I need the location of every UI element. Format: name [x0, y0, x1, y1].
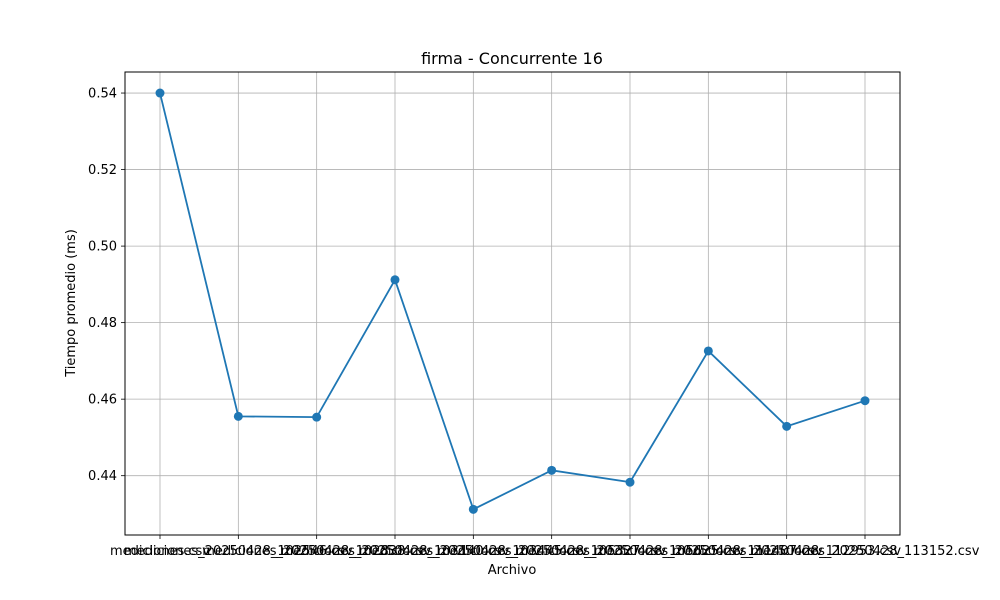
x-tick-label: mediciones_20250428_103445.csv [359, 544, 588, 559]
y-axis-label: Tiempo promedio (ms) [64, 229, 79, 378]
data-point [155, 88, 165, 98]
tick-layer: mediciones.csvmediciones_20250428_102546… [88, 87, 980, 559]
x-tick-label: mediciones_20250428_103140.csv [281, 544, 510, 559]
y-tick-label: 0.44 [88, 469, 117, 484]
y-tick-label: 0.52 [88, 163, 117, 178]
grid-layer [125, 72, 900, 535]
data-point [860, 396, 870, 406]
x-axis-label: Archivo [488, 563, 537, 578]
data-point [703, 346, 713, 356]
data-point [233, 411, 243, 421]
x-tick-label: mediciones_20250428_112953.csv [672, 544, 901, 559]
data-point [468, 504, 478, 514]
plot-frame [124, 71, 901, 536]
data-point [390, 275, 400, 285]
x-tick-label: mediciones_20250428_102546.csv [124, 544, 353, 559]
y-tick-label: 0.46 [88, 393, 117, 408]
y-tick-label: 0.50 [88, 240, 117, 255]
data-point [625, 477, 635, 487]
y-tick-label: 0.54 [88, 87, 117, 102]
series-layer [155, 88, 870, 514]
x-tick-label: mediciones_20250428_102838.csv [202, 544, 431, 559]
series-line [159, 92, 866, 511]
x-tick-label: mediciones_20250428_105327.csv [437, 544, 666, 559]
data-point [312, 412, 322, 422]
x-tick-label: mediciones_20250428_105625.csv [516, 544, 745, 559]
data-point [782, 421, 792, 431]
x-tick-label: mediciones_20250428_113152.csv [751, 544, 980, 559]
x-tick-label: mediciones.csv [110, 544, 210, 559]
y-tick-label: 0.48 [88, 316, 117, 331]
x-tick-label: mediciones_20250428_111407.csv [594, 544, 823, 559]
chart-title: firma - Concurrente 16 [421, 49, 603, 68]
data-point [547, 465, 557, 475]
